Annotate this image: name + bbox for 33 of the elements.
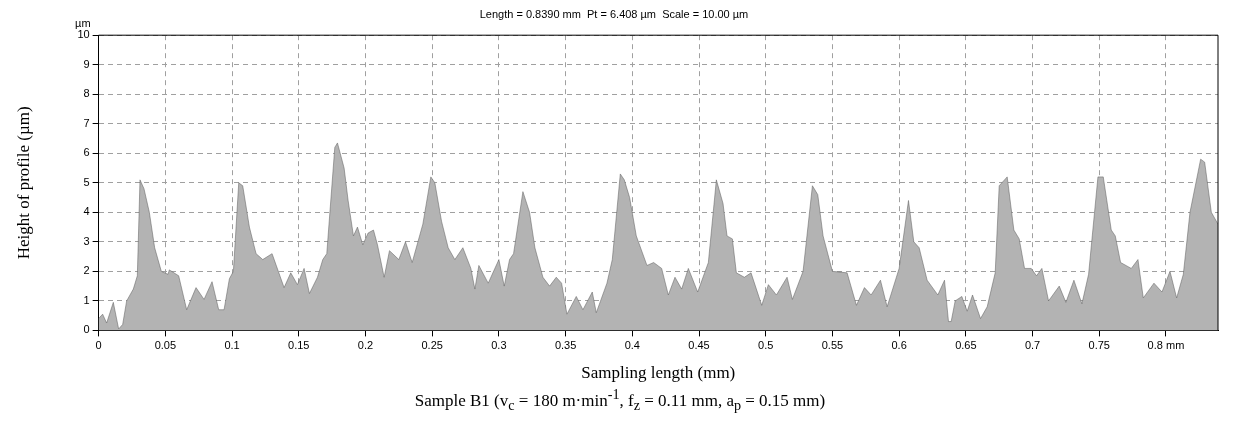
y-tick-label: 9: [83, 57, 90, 70]
x-tick-label: 0: [95, 339, 102, 352]
y-tick-label: 0: [83, 323, 90, 336]
x-tick-label: 0.5: [758, 339, 774, 352]
x-tick-label: 0.25: [421, 339, 443, 352]
y-tick-label: 3: [83, 234, 90, 247]
x-tick-label: 0.65: [955, 339, 977, 352]
x-tick-label: 0.55: [821, 339, 844, 352]
x-tick-label: 0.8 mm: [1147, 339, 1185, 352]
y-tick-label: 5: [83, 175, 90, 188]
y-tick-label: 4: [83, 205, 90, 218]
x-tick-label: 0.45: [688, 339, 710, 352]
y-tick-label: 8: [83, 87, 90, 100]
text: Sample B1 (v$_{c}$ = 180 m·min$^{-1}$, f$_{z}$ = 0.11 mm, a$_{p}$ = 0.15 mm): [414, 386, 826, 414]
chart-title: Length = 0.8390 mm Pt = 6.408 µm Scale = 10.00 µm: [479, 7, 749, 20]
y-tick-label: 10: [77, 28, 90, 41]
y-tick-label: 6: [83, 146, 90, 159]
x-tick-label: 0.6: [891, 339, 907, 352]
x-axis-title: Sampling length (mm): [581, 363, 736, 383]
y-tick-label: 2: [83, 264, 90, 277]
text: µm: [75, 16, 91, 29]
y-tick-label: 1: [83, 293, 90, 306]
x-tick-label: 0.1: [224, 339, 240, 352]
x-tick-label: 0.4: [624, 339, 640, 352]
x-tick-label: 0.15: [288, 339, 310, 352]
x-tick-label: 0.75: [1088, 339, 1110, 352]
x-tick-label: 0.3: [491, 339, 507, 352]
x-tick-label: 0.05: [154, 339, 177, 352]
y-axis-title: Height of profile (µm): [13, 106, 33, 260]
x-tick-label: 0.35: [554, 339, 577, 352]
x-tick-label: 0.2: [357, 339, 374, 352]
x-tick-label: 0.7: [1024, 339, 1041, 352]
y-tick-label: 7: [83, 116, 90, 129]
